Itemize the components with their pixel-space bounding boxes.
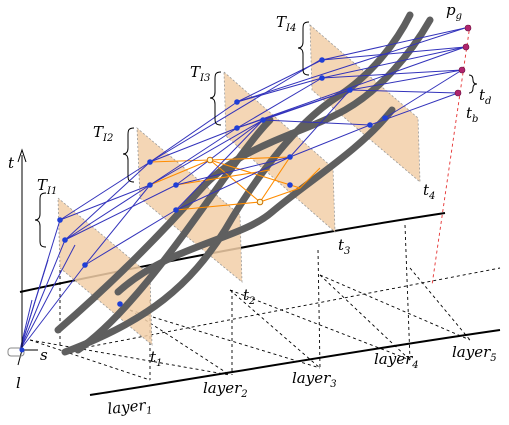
layer-label-3: layer3 xyxy=(292,369,337,390)
feasible-edges xyxy=(149,156,321,211)
goal-node xyxy=(462,43,470,51)
goal-node xyxy=(464,24,472,32)
lattice-node xyxy=(287,182,293,188)
lattice-nodes xyxy=(57,57,388,307)
lattice-node xyxy=(347,87,353,93)
lattice-node xyxy=(62,237,68,243)
interval-label-4: TI4 xyxy=(276,13,296,34)
goal-nodes xyxy=(454,24,472,97)
lattice-node xyxy=(57,217,63,223)
interval-label-2: TI2 xyxy=(93,123,113,144)
layer-label-4: layer4 xyxy=(374,350,419,371)
goal-node xyxy=(458,66,466,74)
path-edges xyxy=(19,27,466,351)
lattice-node xyxy=(173,207,179,213)
lattice-node xyxy=(173,182,179,188)
lattice-node xyxy=(287,154,293,160)
lattice-node xyxy=(117,301,123,307)
axes xyxy=(17,148,38,366)
interval-label-1: TI1 xyxy=(37,176,57,197)
feasible-nodes xyxy=(206,156,264,206)
s-axis-label: s xyxy=(40,346,48,364)
lattice-node xyxy=(234,125,240,131)
time-label-4: t4 xyxy=(423,181,435,202)
road-boundary-bottom xyxy=(89,329,501,396)
goal-time-line xyxy=(431,24,471,286)
interval-label-3: TI3 xyxy=(190,63,210,84)
layer-label-1: layer1 xyxy=(107,395,154,421)
obstacle-region xyxy=(309,24,421,183)
trajectory-3 xyxy=(74,116,274,354)
time-label-2: t2 xyxy=(243,286,255,307)
layer-label-2: layer2 xyxy=(203,379,248,400)
l-axis-label: l xyxy=(16,374,21,392)
goal-label: pg xyxy=(446,1,462,22)
lattice-node xyxy=(382,115,388,121)
time-label-1: t1 xyxy=(150,348,162,369)
layer-label-5: layer5 xyxy=(452,343,497,364)
lattice-node xyxy=(147,182,153,188)
interval-braces xyxy=(34,21,478,248)
lattice-node xyxy=(234,99,240,105)
vehicle-icon xyxy=(7,347,25,357)
lattice-node xyxy=(260,117,266,123)
t-axis-label: t xyxy=(8,154,15,172)
feasible-node xyxy=(206,156,214,164)
tb-label: tb xyxy=(466,104,478,125)
lattice-node xyxy=(319,75,325,81)
origin-node xyxy=(19,347,25,353)
trajectory-4 xyxy=(114,106,396,296)
lattice-node xyxy=(147,159,153,165)
td-label: td xyxy=(479,86,491,107)
lattice-node xyxy=(319,57,325,63)
trajectory-2 xyxy=(54,16,434,334)
lattice-node xyxy=(82,262,88,268)
feasible-node xyxy=(256,198,264,206)
time-label-3: t3 xyxy=(338,236,350,257)
lattice-node xyxy=(367,122,373,128)
goal-node xyxy=(454,89,462,97)
